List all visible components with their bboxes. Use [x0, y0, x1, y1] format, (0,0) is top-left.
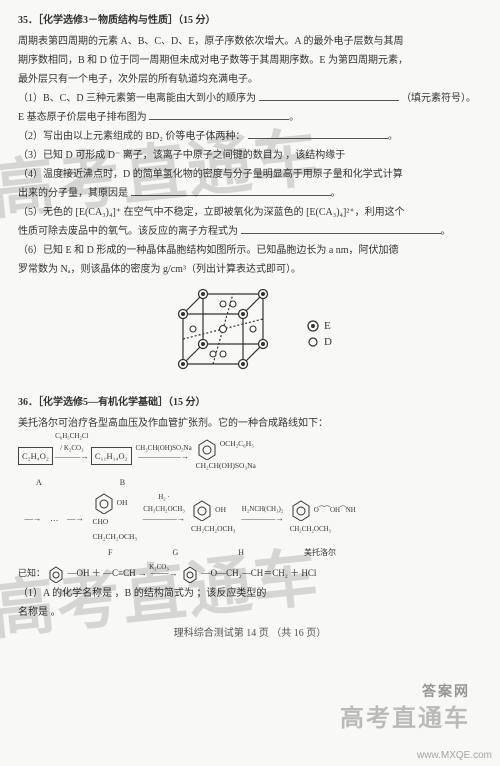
benzene-icon-k1: [47, 565, 65, 583]
reagent-2: CH₃CH(OH)SO₃Na: [134, 443, 194, 455]
q35-part1-line1: （1）B、C、D 三种元素第一电离能由大到小的顺序为 （填元素符号）。: [18, 90, 482, 107]
q35-intro-1: 周期表第四周期的元素 A、B、C、D、E，原子序数依次增大。A 的最外电子层数与…: [18, 33, 482, 50]
scheme-row-2: —→ … —→ OHCHOCH₂CH₂OCH₃ H₂ · CH₃CH₂OCH₃ …: [18, 492, 482, 544]
benzene-icon-m: [290, 499, 312, 521]
q35-part1-line2: E 基态原子价层电子排布图为 。: [18, 109, 482, 126]
q36-part1b: 名称是 。: [18, 604, 482, 621]
blank-1: [259, 91, 399, 101]
page-footer: 理科综合测试第 14 页 （共 16 页）: [18, 625, 482, 642]
q35-p4b-text: 出来的分子量，其原因是: [18, 188, 128, 199]
reagent-4: H₂NCH(CH₃)₂: [238, 504, 288, 516]
q35-part5a: （5）无色的 [E(CA₃)₄]⁺ 在空气中不稳定，立即被氧化为深蓝色的 [E(…: [18, 204, 482, 221]
blank-2: [149, 110, 289, 120]
compound-g: OHCH₂CH₂OCH₃: [191, 499, 236, 536]
arrow-3: —→: [18, 511, 48, 525]
q36-intro: 美托洛尔可治疗各型高血压及作血管扩张剂。它的一种合成路线如下：: [18, 415, 482, 432]
label-m: 美托洛尔: [304, 546, 336, 560]
q35-p1c-text: E 基态原子价层电子排布图为: [18, 112, 147, 123]
known-mid: —OH ＋ —C≡CH →: [68, 568, 147, 578]
q35-part2: （2）写出由以上元素组成的 BD₂ 价等电子体两种： 。: [18, 128, 482, 145]
watermark-url: www.MXQE.com: [417, 747, 492, 764]
legend-e-label: E: [324, 318, 331, 335]
arrow-1: C₆H₅CH₂Cl / K₂CO₃ ———→: [55, 449, 89, 463]
crystal-figure: E D: [18, 284, 482, 384]
label-f: F: [108, 546, 112, 560]
compound-a-box: C₂H₄O₂: [18, 447, 53, 465]
known-rhs: —O—CH₂—CH＝CH₂ ＋ HCl: [202, 568, 317, 578]
compound-b-box: C₁₁H₁₄O₂: [91, 447, 132, 465]
q35-part5b: 性质可除去废品中的氧气。该反应的离子方程式为 。: [18, 223, 482, 240]
crystal-legend: E D: [306, 318, 332, 351]
q36-heading: 36．［化学选修5—有机化学基础］（15 分）: [18, 394, 482, 411]
scheme-labels-1: A B: [18, 476, 482, 490]
q36-known: 已知： —OH ＋ —C≡CH → K₂CO₃ ——→ —O—CH₂—CH＝CH…: [18, 565, 482, 583]
q35-p5b-text: 性质可除去废品中的氧气。该反应的离子方程式为: [18, 226, 238, 237]
crystal-cube-svg: [168, 284, 288, 384]
arrow-2: CH₃CH(OH)SO₃Na —————→: [134, 449, 194, 463]
synthesis-scheme: C₂H₄O₂ C₆H₅CH₂Cl / K₂CO₃ ———→ C₁₁H₁₄O₂ C…: [18, 438, 482, 559]
reagent-3: H₂ · CH₃CH₂OCH₃: [139, 492, 189, 516]
q35-p2-text: （2）写出由以上元素组成的 BD₂ 价等电子体两种：: [18, 131, 245, 142]
q35-part4b: 出来的分子量，其原因是 。: [18, 185, 482, 202]
legend-d-label: D: [324, 334, 332, 351]
intermediate-1: OCH₂C₆H₅CH₂CH(OH)SO₃Na: [196, 438, 256, 474]
benzene-icon-g: [191, 499, 213, 521]
legend-row-d: D: [306, 334, 332, 351]
label-a: A: [36, 476, 42, 490]
q35-heading: 35．［化学选修3－物质结构与性质］（15 分）: [18, 12, 482, 29]
blank-4: [131, 186, 331, 196]
f-sub: CH₂CH₂OCH₃: [93, 532, 138, 541]
blank-3: [248, 129, 388, 139]
watermark-small-1: 高考直通车: [340, 699, 470, 740]
known-label: 已知：: [18, 568, 45, 578]
scheme-labels-2: F G H 美托洛尔: [18, 546, 482, 560]
label-b: B: [120, 476, 125, 490]
q35-p1a-text: （1）B、C、D 三种元素第一电离能由大到小的顺序为: [18, 93, 256, 104]
label-h: H: [238, 546, 244, 560]
arrow-known: K₂CO₃ ——→: [149, 566, 179, 581]
benzene-icon: [196, 438, 218, 460]
legend-row-e: E: [306, 318, 332, 335]
legend-e-icon: [306, 319, 320, 333]
reagent-1: C₆H₅CH₂Cl / K₂CO₃: [55, 431, 89, 455]
compound-m: O⁀⁀OH⁀NHCH₂CH₂OCH₃: [290, 499, 356, 536]
known-cat: K₂CO₃: [149, 562, 169, 574]
blank-5: [241, 224, 441, 234]
arrow-6: H₂NCH(CH₃)₂ ————→: [238, 511, 288, 525]
q35-part4a: （4）温度接近沸点时，D 的简单氢化物的密度与分子量明显高于用原子量和化学式计算: [18, 166, 482, 183]
arrow-5: H₂ · CH₃CH₂OCH₃ ————→: [139, 511, 189, 525]
g-sub: CH₂CH₂OCH₃: [191, 524, 236, 533]
benzene-icon-f: [93, 492, 115, 514]
q35-part6a: （6）已知 E 和 D 形成的一种晶体晶胞结构如图所示。已知晶胞边长为 a nm…: [18, 242, 482, 259]
arrow-4: —→: [61, 511, 91, 525]
watermark-small-2: 答案网: [422, 680, 470, 704]
scheme-row-1: C₂H₄O₂ C₆H₅CH₂Cl / K₂CO₃ ———→ C₁₁H₁₄O₂ C…: [18, 438, 482, 474]
q35-p1b-text: （填元素符号）。: [401, 93, 476, 104]
label-g: G: [172, 546, 178, 560]
benzene-icon-k2: [181, 565, 199, 583]
q36-part1: （1）A 的化学名称是 ，B 的结构简式为 ；该反应类型的: [18, 585, 482, 602]
q35-part6b: 罗常数为 Nₐ，则该晶体的密度为 g/cm³（列出计算表达式即可）。: [18, 261, 482, 278]
q35-intro-2: 期序数相同，B 和 D 位于同一周期但未成对电子数等于其周期序数。E 为第四周期…: [18, 52, 482, 69]
compound-f: OHCHOCH₂CH₂OCH₃: [93, 492, 138, 544]
legend-d-icon: [306, 335, 320, 349]
q35-intro-3: 最外层只有一个电子，次外层的所有轨道均充满电子。: [18, 71, 482, 88]
q35-part3: （3）已知 D 可形成 D⁻ 离子，该离子中原子之间键的数目为 ，该结构缘于: [18, 147, 482, 164]
